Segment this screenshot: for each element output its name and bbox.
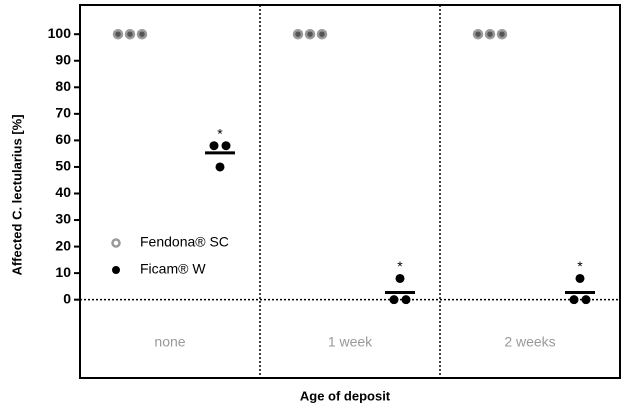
dot [569, 295, 579, 305]
annotation: * [577, 258, 583, 274]
y-tick-label: 40 [55, 184, 71, 200]
dot [292, 28, 304, 40]
legend-marker [111, 238, 121, 248]
dot [389, 295, 399, 305]
dot [112, 28, 124, 40]
x-axis-title: Age of deposit [300, 388, 391, 403]
dot [209, 141, 219, 151]
dot [484, 28, 496, 40]
y-tick-label: 10 [55, 264, 71, 280]
dot [316, 28, 328, 40]
annotation: * [397, 258, 403, 274]
y-axis-title: Affected C. lectularius [%] [9, 114, 24, 275]
x-tick-label: none [154, 334, 185, 350]
y-tick-label: 70 [55, 105, 71, 121]
x-tick-label: 1 week [328, 334, 373, 350]
y-tick-label: 100 [48, 25, 72, 41]
dot [215, 162, 225, 172]
dot [472, 28, 484, 40]
dot [581, 295, 591, 305]
y-tick-label: 80 [55, 78, 71, 94]
dot [575, 273, 585, 283]
y-tick-label: 50 [55, 158, 71, 174]
dot [496, 28, 508, 40]
dot [395, 273, 405, 283]
legend-marker [112, 266, 120, 274]
y-tick-label: 0 [63, 290, 71, 306]
dot [124, 28, 136, 40]
legend-label: Ficam® W [140, 261, 206, 277]
dot [304, 28, 316, 40]
dot [136, 28, 148, 40]
annotation: * [217, 125, 223, 141]
y-tick-label: 60 [55, 131, 71, 147]
y-tick-label: 90 [55, 51, 71, 67]
dot [401, 295, 411, 305]
y-tick-label: 30 [55, 211, 71, 227]
x-tick-label: 2 weeks [504, 334, 555, 350]
legend-label: Fendona® SC [140, 234, 229, 250]
y-tick-label: 20 [55, 237, 71, 253]
dot [221, 141, 231, 151]
plot-frame [79, 4, 621, 379]
